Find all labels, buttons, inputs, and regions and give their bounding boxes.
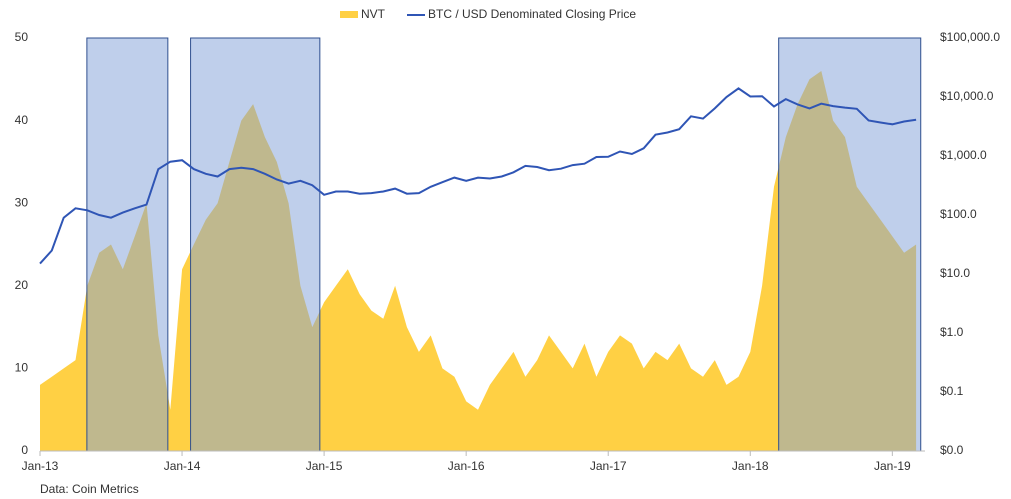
y2-tick-label: $1.0 (940, 325, 964, 339)
highlight-box (778, 37, 922, 452)
legend-label: NVT (361, 7, 386, 21)
source-note: Data: Coin Metrics (40, 482, 139, 496)
y-tick-label: 10 (15, 361, 29, 375)
legend-label: BTC / USD Denominated Closing Price (428, 7, 636, 21)
y2-tick-label: $100,000.0 (940, 30, 1000, 44)
x-tick-label: Jan-16 (448, 459, 485, 473)
x-tick-label: Jan-14 (164, 459, 201, 473)
y-tick-label: 40 (15, 113, 29, 127)
y2-tick-label: $100.0 (940, 207, 977, 221)
x-tick-label: Jan-13 (22, 459, 59, 473)
price-line (39, 87, 917, 265)
y2-tick-label: $0.0 (940, 443, 964, 457)
y2-tick-label: $1,000.0 (940, 148, 987, 162)
x-tick-label: Jan-18 (732, 459, 769, 473)
y2-tick-label: $0.1 (940, 384, 964, 398)
highlight-box (190, 37, 321, 452)
x-tick-label: Jan-17 (590, 459, 627, 473)
x-tick-label: Jan-19 (874, 459, 911, 473)
y-tick-label: 20 (15, 278, 29, 292)
y-tick-label: 30 (15, 195, 29, 209)
y2-tick-label: $10,000.0 (940, 89, 994, 103)
x-tick-label: Jan-15 (306, 459, 343, 473)
highlight-box (86, 37, 169, 452)
y-tick-label: 0 (21, 443, 28, 457)
legend-swatch (340, 11, 358, 18)
y-tick-label: 50 (15, 30, 29, 44)
y2-tick-label: $10.0 (940, 266, 970, 280)
